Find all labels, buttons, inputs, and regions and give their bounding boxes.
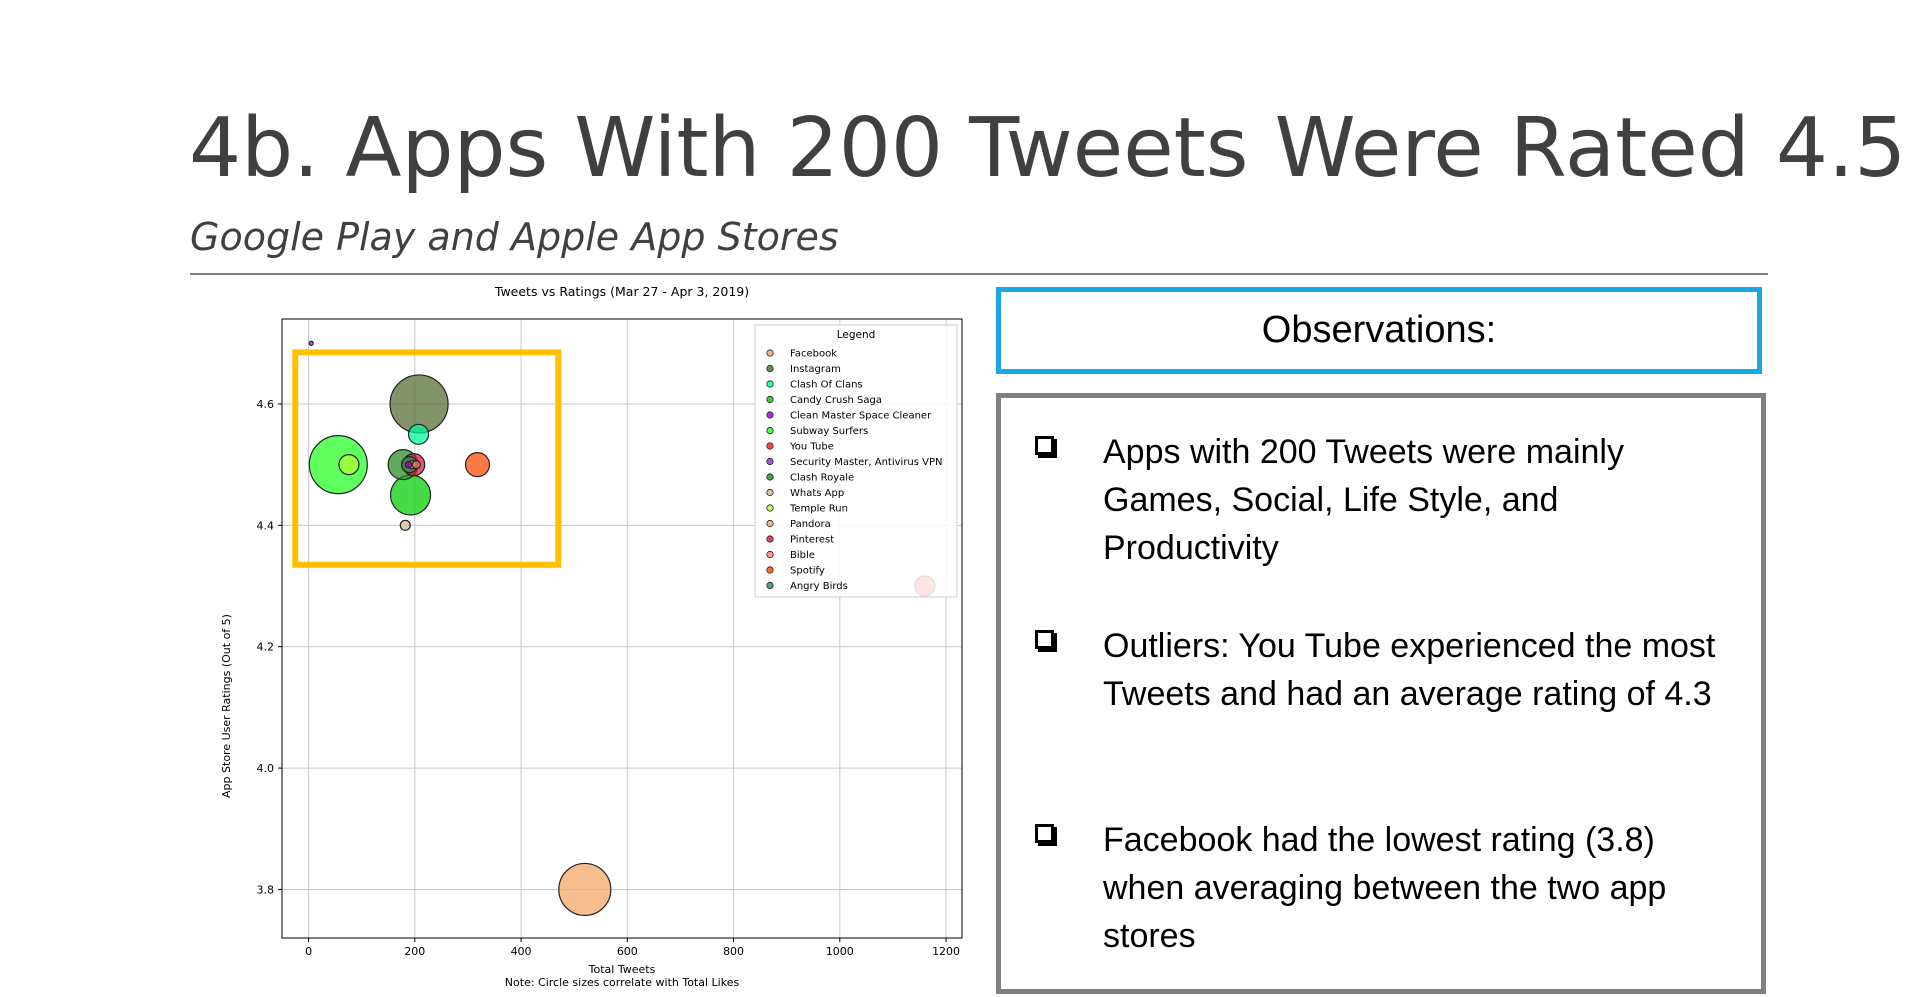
legend-marker [766, 581, 774, 590]
legend-marker [766, 395, 774, 404]
slide-subtitle: Google Play and Apple App Stores [190, 215, 839, 259]
legend-frame [754, 324, 958, 598]
bubble-bible [411, 460, 422, 470]
legend-label: Instagram [790, 364, 841, 375]
legend-label: Facebook [790, 349, 837, 360]
bubble-clean-master-space-cleaner [404, 461, 413, 469]
legend-marker [766, 411, 774, 419]
y-axis-label: App Store User Ratings (Out of 5) [220, 614, 233, 798]
bubble-spotify [464, 452, 491, 478]
bubble-security-master-antivirus-vpn [308, 340, 314, 346]
legend-marker [766, 426, 774, 435]
highlight-box [292, 349, 562, 568]
scatter-chart: Tweets vs Ratings (Mar 27 - Apr 3, 2019)… [210, 282, 990, 994]
y-tick-label: 4.4 [257, 519, 275, 532]
legend-label: Security Master, Antivirus VPN [790, 457, 943, 468]
x-tick-label: 600 [617, 945, 638, 958]
legend-label: Angry Birds [790, 581, 848, 592]
observations-header-text: Observations: [1261, 309, 1497, 351]
checkbox-bullet-icon [1035, 436, 1054, 455]
x-tick-label: 400 [511, 945, 532, 958]
legend-marker [766, 473, 774, 481]
legend-label: Candy Crush Saga [790, 395, 882, 406]
legend-label: Clean Master Space Cleaner [790, 411, 932, 422]
chart-canvas: Tweets vs Ratings (Mar 27 - Apr 3, 2019)… [220, 284, 963, 989]
title-divider [190, 273, 1768, 275]
observations-header: Observations: [996, 287, 1762, 374]
observation-text: Facebook had the lowest rating (3.8) whe… [1103, 821, 1667, 955]
legend-label: Pinterest [790, 535, 834, 546]
y-tick-label: 4.0 [257, 762, 275, 775]
legend-marker [766, 550, 774, 559]
legend-label: Clash Of Clans [790, 380, 863, 391]
legend-label: Clash Royale [790, 473, 854, 484]
legend-label: Bible [790, 550, 815, 561]
legend-marker [766, 364, 774, 373]
legend: Legend Facebook Instagram Clash Of Clans Ca… [754, 324, 958, 598]
bubble-whats-app [399, 519, 411, 531]
legend-marker [766, 380, 774, 388]
legend-title: Legend [837, 329, 876, 341]
slide-title: 4b. Apps With 200 Tweets Were Rated 4.5 [189, 101, 1907, 196]
x-tick-label: 800 [723, 945, 744, 958]
legend-label: Subway Surfers [790, 426, 868, 437]
y-tick-label: 4.6 [257, 398, 275, 411]
bubble-candy-crush-saga [389, 474, 432, 516]
legend-marker [766, 457, 774, 466]
x-tick-label: 1000 [826, 945, 854, 958]
legend-label: Temple Run [789, 504, 848, 515]
chart-note: Note: Circle sizes correlate with Total … [505, 976, 740, 989]
x-tick-label: 1200 [932, 945, 960, 958]
legend-label: Spotify [790, 566, 825, 577]
chart-title: Tweets vs Ratings (Mar 27 - Apr 3, 2019) [494, 284, 749, 299]
observations-box: Apps with 200 Tweets were mainly Games, … [996, 393, 1766, 994]
y-tick-label: 3.8 [257, 883, 275, 896]
observation-text: Outliers: You Tube experienced the most … [1103, 627, 1716, 713]
legend-label: Whats App [790, 488, 844, 499]
legend-label: You Tube [789, 442, 834, 453]
x-axis-label: Total Tweets [588, 963, 656, 976]
legend-marker [766, 488, 774, 497]
legend-marker [766, 519, 774, 528]
bubble-facebook [558, 862, 612, 917]
checkbox-bullet-icon [1035, 630, 1054, 649]
y-tick-label: 4.2 [257, 641, 275, 654]
observation-text: Apps with 200 Tweets were mainly Games, … [1103, 433, 1624, 567]
x-tick-label: 0 [305, 945, 312, 958]
legend-label: Pandora [790, 519, 831, 530]
legend-marker [766, 504, 774, 512]
bubble-subway-surfers [308, 435, 368, 495]
legend-marker [766, 535, 774, 543]
bubble-clash-of-clans [407, 423, 430, 445]
legend-marker [766, 442, 774, 450]
plot-frame [281, 318, 963, 939]
x-tick-label: 200 [404, 945, 425, 958]
bubble-temple-run [338, 454, 360, 476]
legend-marker [766, 349, 774, 357]
legend-marker [766, 566, 774, 574]
checkbox-bullet-icon [1035, 824, 1054, 843]
